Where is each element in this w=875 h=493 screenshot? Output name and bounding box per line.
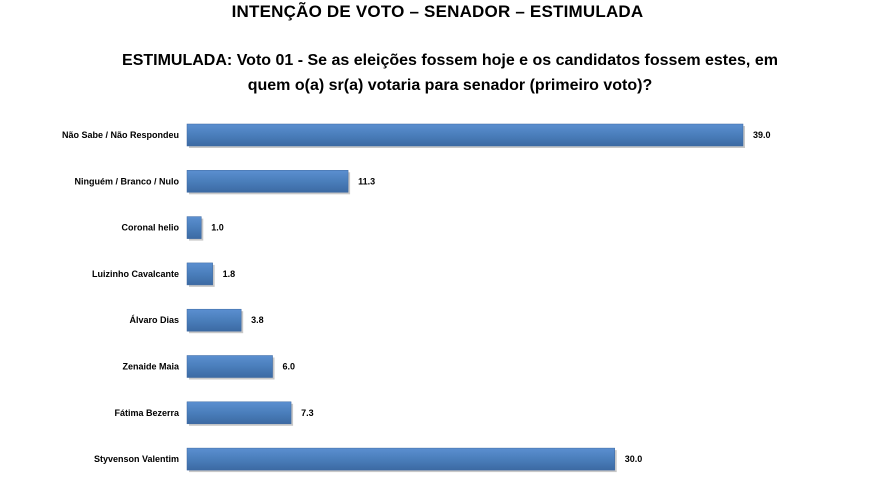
bar <box>186 447 615 471</box>
value-label: 3.8 <box>251 315 264 325</box>
value-label: 30.0 <box>625 454 643 464</box>
category-label: Ninguém / Branco / Nulo <box>74 176 179 186</box>
bar <box>186 123 744 147</box>
value-label: 11.3 <box>358 176 375 186</box>
value-label: 39.0 <box>753 130 771 140</box>
category-label: Não Sabe / Não Respondeu <box>62 130 179 140</box>
bar <box>186 355 273 378</box>
category-label: Luizinho Cavalcante <box>92 269 179 279</box>
category-label: Álvaro Dias <box>129 315 179 325</box>
category-label: Styvenson Valentim <box>94 454 179 464</box>
value-label: 1.8 <box>223 269 236 279</box>
bar <box>186 401 292 425</box>
value-label: 7.3 <box>301 408 314 418</box>
bar <box>186 262 213 286</box>
bar <box>186 308 242 332</box>
bar <box>186 216 202 239</box>
value-label: 6.0 <box>283 362 296 372</box>
category-label: Fátima Bezerra <box>114 408 180 418</box>
category-label: Zenaide Maia <box>122 362 180 372</box>
bar <box>186 170 349 193</box>
category-label: Coronal helio <box>121 223 179 233</box>
chart-subtitle: ESTIMULADA: Voto 01 - Se as eleições fos… <box>122 52 778 94</box>
chart-title: INTENÇÃO DE VOTO – SENADOR – ESTIMULADA <box>231 2 644 21</box>
chart-marks: Não Sabe / Não Respondeu 39.0 Ninguém / Br… <box>62 123 771 473</box>
value-label: 1.0 <box>211 223 224 233</box>
